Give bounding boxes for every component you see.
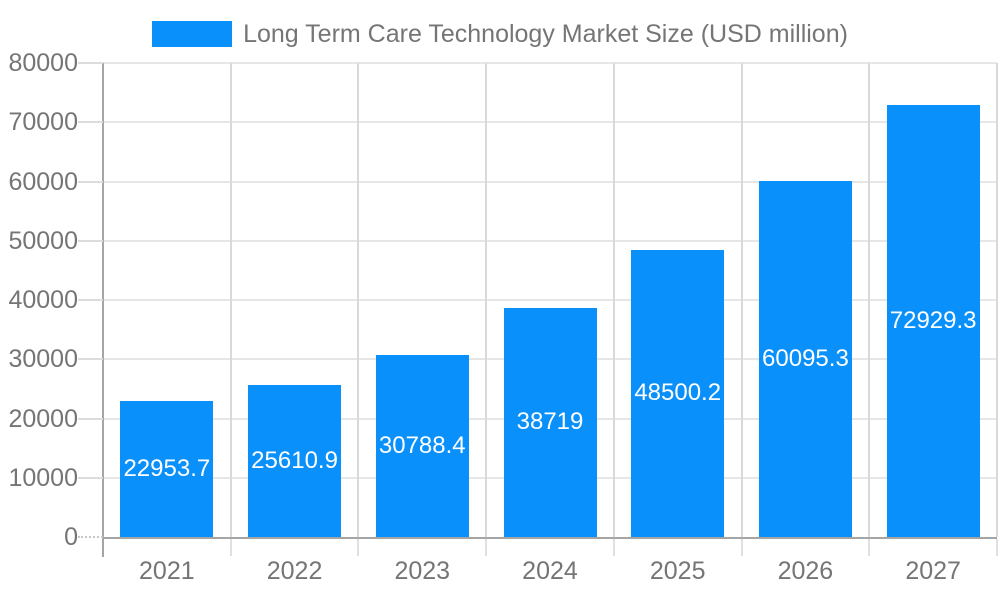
bar-value-2027: 72929.3 <box>889 306 977 334</box>
y-tick-label-10000: 10000 <box>8 463 78 492</box>
y-tick-label-60000: 60000 <box>8 167 78 196</box>
x-tick-mark-5 <box>740 539 743 556</box>
x-tick-mark-2 <box>357 539 360 556</box>
x-tick-mark-6 <box>868 539 871 556</box>
bar-2024[interactable]: 38719 <box>503 307 597 537</box>
gridline-y-40000 <box>103 299 997 301</box>
bar-2021[interactable]: 22953.7 <box>120 401 214 537</box>
gridline-x-5 <box>740 63 743 537</box>
x-label-2021: 2021 <box>139 557 195 585</box>
gridline-x-1 <box>229 63 232 537</box>
y-tick-label-70000: 70000 <box>8 108 78 137</box>
y-tick-label-40000: 40000 <box>8 286 78 314</box>
y-tick-mark-60000 <box>78 180 103 183</box>
x-tick-mark-7 <box>996 539 998 556</box>
y-tick-label-30000: 30000 <box>8 345 78 374</box>
y-tick-mark-70000 <box>78 121 103 124</box>
legend[interactable]: Long Term Care Technology Market Size (U… <box>0 18 1000 50</box>
bar-2025[interactable]: 48500.2 <box>631 249 725 537</box>
y-tick-mark-10000 <box>78 476 103 479</box>
bar-2026[interactable]: 60095.3 <box>758 180 852 537</box>
bar-value-2025: 48500.2 <box>634 379 722 407</box>
gridline-x-6 <box>868 63 871 537</box>
gridline-x-4 <box>612 63 615 537</box>
gridline-x-2 <box>357 63 360 537</box>
y-tick-label-0: 0 <box>64 523 78 551</box>
x-tick-mark-1 <box>229 539 232 556</box>
x-label-2024: 2024 <box>522 557 578 585</box>
bar-2022[interactable]: 25610.9 <box>248 385 342 537</box>
x-axis-line <box>102 537 997 539</box>
y-tick-mark-80000 <box>78 62 103 64</box>
bar-value-2024: 38719 <box>516 408 584 436</box>
gridline-y-50000 <box>103 239 997 242</box>
bar-value-2026: 60095.3 <box>762 344 849 372</box>
y-tick-mark-20000 <box>78 417 103 420</box>
gridline-x-7 <box>996 63 998 537</box>
legend-label: Long Term Care Technology Market Size (U… <box>243 20 848 48</box>
gridline-y-80000 <box>103 62 997 64</box>
x-tick-mark-4 <box>612 539 615 556</box>
y-tick-mark-0 <box>78 536 103 538</box>
legend-swatch <box>152 21 233 47</box>
y-tick-label-80000: 80000 <box>8 49 78 77</box>
gridline-x-3 <box>485 63 488 537</box>
y-axis-line <box>102 63 104 557</box>
gridline-y-70000 <box>103 121 997 124</box>
x-label-2023: 2023 <box>394 557 451 585</box>
y-tick-mark-50000 <box>78 239 103 242</box>
bar-value-2021: 22953.7 <box>123 455 211 482</box>
y-tick-mark-40000 <box>78 299 103 301</box>
plot-area: 22953.7 25610.9 30788.4 38719 48500.2 60095.3… <box>103 62 998 537</box>
bar-2027[interactable]: 72929.3 <box>886 104 980 537</box>
x-tick-mark-3 <box>485 539 488 556</box>
x-label-2026: 2026 <box>777 557 834 585</box>
y-tick-label-50000: 50000 <box>8 226 78 255</box>
y-tick-mark-30000 <box>78 358 103 361</box>
gridline-y-60000 <box>103 180 997 183</box>
bar-value-2022: 25610.9 <box>251 447 338 475</box>
y-tick-label-20000: 20000 <box>8 404 78 433</box>
bar-value-2023: 30788.4 <box>378 431 466 459</box>
x-label-2025: 2025 <box>649 557 706 585</box>
x-label-2027: 2027 <box>905 557 961 585</box>
bar-2023[interactable]: 30788.4 <box>375 354 469 537</box>
x-label-2022: 2022 <box>266 557 323 585</box>
